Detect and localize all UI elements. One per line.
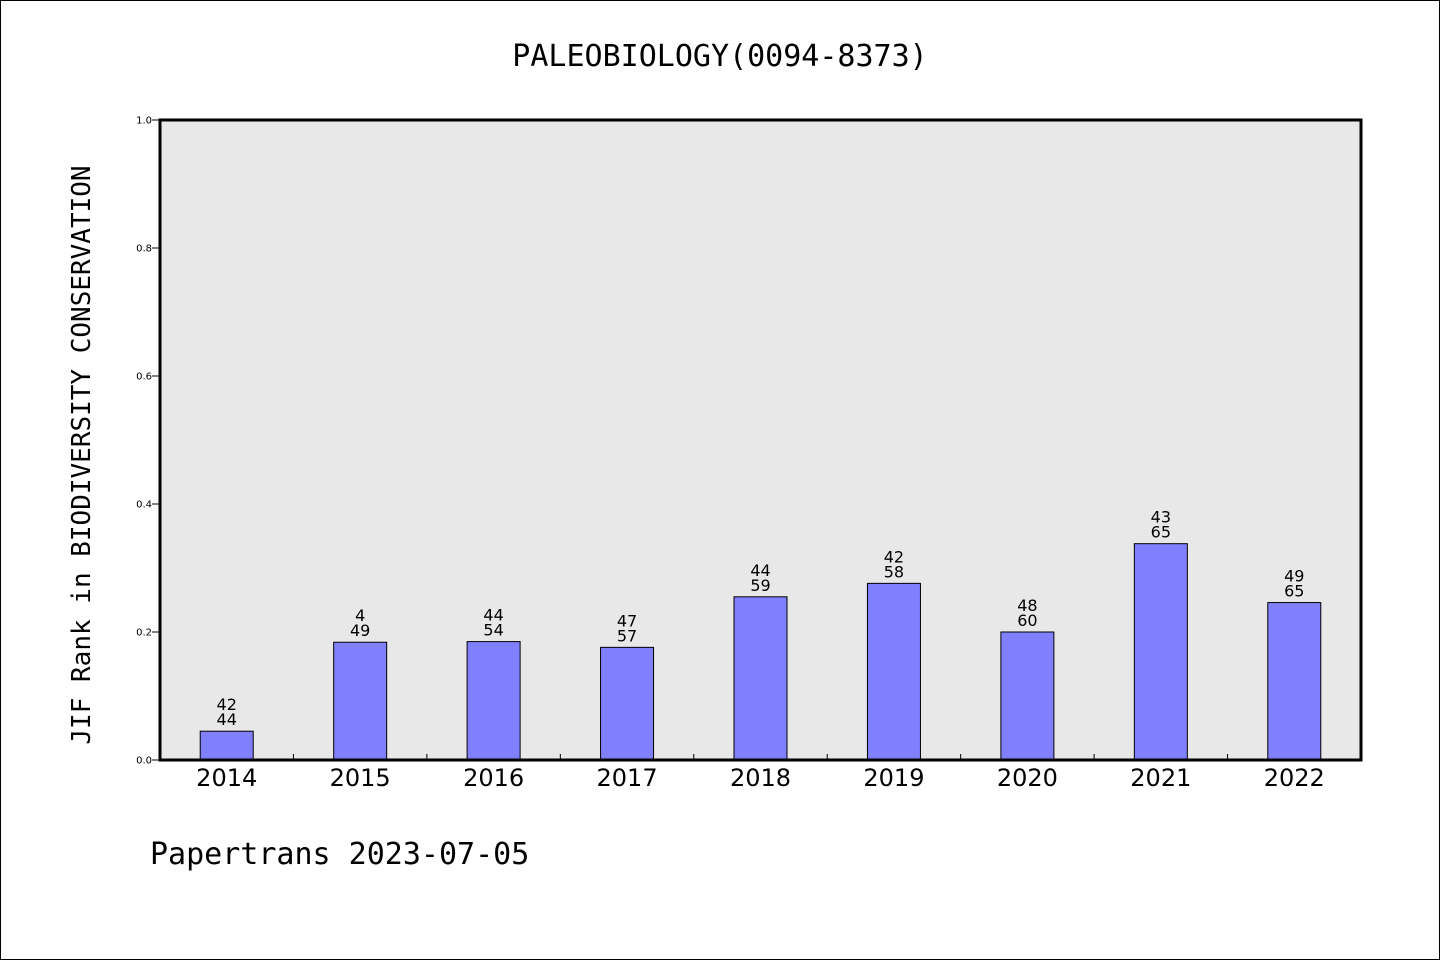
x-tick-label: 2018 <box>730 764 791 792</box>
bar-total-label: 54 <box>483 621 503 640</box>
plot-border <box>158 118 1363 762</box>
bar-rank-label: 48 <box>1017 596 1037 615</box>
bar-2019 <box>866 582 921 761</box>
bar-rank-label: 44 <box>483 606 503 625</box>
y-tick-label: 0.8 <box>136 244 152 255</box>
bar-total-label: 57 <box>617 626 637 645</box>
bar-total-label: 60 <box>1017 611 1037 630</box>
bar-rank-label: 42 <box>884 547 904 566</box>
bar-2015 <box>333 641 388 761</box>
bar-total-label: 65 <box>1151 523 1171 542</box>
x-tick-label: 2020 <box>997 764 1058 792</box>
bar-rank-label: 47 <box>617 611 637 630</box>
x-tick-label: 2015 <box>330 764 391 792</box>
bar-2014 <box>199 730 254 761</box>
y-tick-label: 0.2 <box>136 628 152 639</box>
y-tick-label: 1.0 <box>136 116 152 127</box>
bar-total-label: 58 <box>884 562 904 581</box>
x-axis-ticks: 2014 2015 2016 2017 2018 2019 2020 2021 2022 <box>196 754 1325 792</box>
footer-source: Papertrans 2023-07-05 <box>150 837 529 872</box>
bar-rank-label: 49 <box>1284 567 1304 586</box>
bar-rank-label: 43 <box>1151 508 1171 527</box>
y-axis-ticks: 0.0 0.2 0.4 0.6 0.8 1.0 <box>136 116 160 767</box>
bar-rank-label: 4 <box>355 606 365 625</box>
bar-2018 <box>733 596 788 761</box>
bar-rank-label: 44 <box>750 561 770 580</box>
bar-total-label: 44 <box>217 710 237 729</box>
bar-2021 <box>1133 543 1188 761</box>
bar-total-label: 49 <box>350 621 370 640</box>
y-tick-label: 0.4 <box>136 500 152 511</box>
bar-2016 <box>466 641 521 761</box>
bar-total-label: 59 <box>750 576 770 595</box>
x-tick-label: 2016 <box>463 764 524 792</box>
bar-total-label: 65 <box>1284 582 1304 601</box>
x-tick-label: 2014 <box>196 764 257 792</box>
y-axis-label: JIF Rank in BIODIVERSITY CONSERVATION <box>67 165 97 744</box>
bar-rank-label: 42 <box>217 695 237 714</box>
bars <box>199 543 1322 761</box>
bar-2020 <box>1000 631 1055 761</box>
bar-2017 <box>600 646 655 761</box>
y-tick-label: 0.0 <box>136 756 152 767</box>
x-tick-label: 2021 <box>1130 764 1191 792</box>
x-tick-label: 2019 <box>863 764 924 792</box>
bar-2022 <box>1267 602 1322 761</box>
y-tick-label: 0.6 <box>136 372 152 383</box>
chart-title: PALEOBIOLOGY(0094-8373) <box>512 39 927 74</box>
x-tick-label: 2022 <box>1264 764 1325 792</box>
x-tick-label: 2017 <box>597 764 658 792</box>
